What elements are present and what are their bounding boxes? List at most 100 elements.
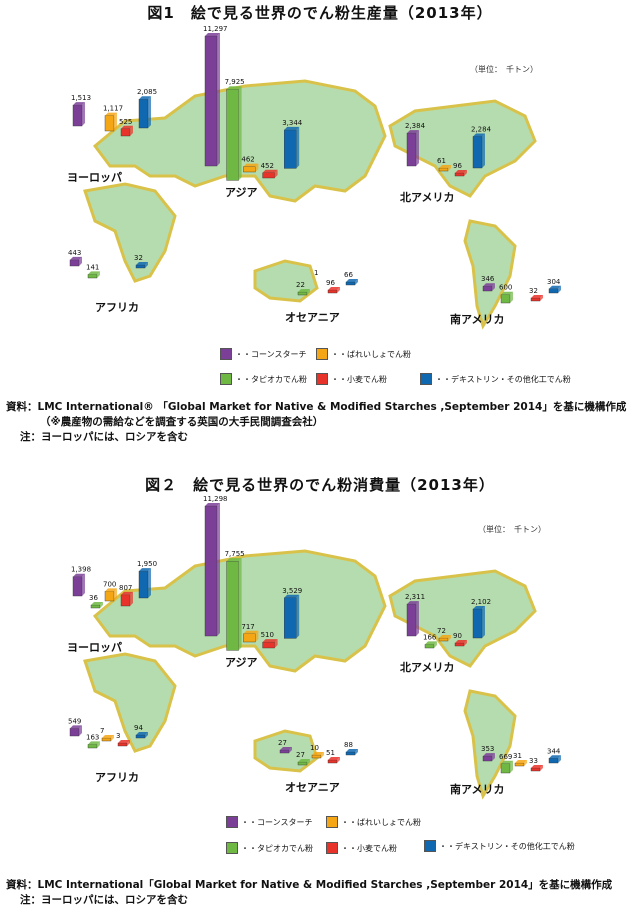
bar-top (407, 601, 419, 605)
value-label-1-1-wheat: 452 (261, 162, 274, 170)
bar-side (540, 295, 543, 301)
bar-front (104, 115, 115, 132)
value-label-2-5-potato: 31 (513, 752, 522, 760)
value-label-2-1-dextrin: 3,529 (282, 587, 302, 595)
bar-side (321, 752, 324, 758)
legend2-wheat: ・・小麦でん粉 (326, 842, 397, 854)
value-label-1-0-wheat: 525 (119, 118, 132, 126)
bar-top (455, 170, 467, 173)
bar-side (482, 605, 485, 638)
bar-front (514, 762, 525, 767)
value-label-2-2-potato: 72 (437, 627, 446, 635)
bar-side (416, 601, 419, 636)
bar-front (311, 754, 322, 759)
bar-top (243, 163, 259, 167)
bar-1-3-tapioca (87, 271, 100, 279)
bar-front (548, 288, 559, 294)
region-label-0: ヨーロッパ (67, 641, 122, 654)
bar-side (448, 635, 451, 641)
bar-front (72, 576, 83, 597)
value-label-2-4-tapioca: 27 (296, 751, 305, 759)
bar-side (434, 641, 437, 648)
value-label-2-3-dextrin: 94 (134, 724, 143, 732)
bar-top (328, 287, 340, 290)
bar-1-5-tapioca (500, 291, 513, 304)
bar-top (439, 635, 451, 638)
bar-front (345, 751, 356, 756)
value-label-2-4-potato: 10 (310, 744, 319, 752)
value-label-1-2-potato: 61 (437, 157, 446, 165)
value-label-2-3-potato: 7 (100, 727, 104, 735)
bar-1-5-wheat (530, 295, 543, 302)
bar-top (73, 573, 85, 577)
bar-side (337, 287, 340, 293)
bar-front (548, 758, 559, 764)
bar-front (138, 570, 149, 599)
bar-top (118, 740, 130, 743)
bar-front (283, 597, 297, 639)
bar-2-0-potato (104, 588, 117, 602)
bar-2-4-tapioca (297, 759, 310, 766)
figure1-source: 資料：LMC International® 「Global Market for… (6, 401, 627, 443)
bar-top (425, 641, 437, 645)
bar-2-0-wheat (120, 591, 133, 607)
region-label-5: 南アメリカ (450, 312, 504, 326)
bar-top (439, 165, 451, 168)
bar-side (492, 283, 495, 291)
bar-1-1-tapioca (226, 86, 242, 181)
bar-side (289, 747, 292, 753)
bar-front (87, 274, 98, 279)
bar-front (438, 167, 449, 172)
bar-front (204, 505, 218, 637)
bar-1-3-dextrin (135, 262, 148, 269)
bar-top (139, 568, 151, 572)
bar-top (312, 752, 324, 755)
region-label-0: ヨーロッパ (67, 171, 122, 184)
bar-front (482, 755, 493, 762)
value-label-1-5-wheat: 32 (529, 287, 538, 295)
legend2-swatch-potato (326, 816, 338, 828)
bar-side (464, 170, 467, 176)
value-label-1-3-tapioca: 141 (86, 263, 99, 271)
figure1-map-chart: ヨーロッパ 1,513 1,117 525 2,085 アジア 11,297 7,925 462… (67, 26, 561, 330)
bar-1-0-wheat (120, 125, 133, 137)
bar-top (407, 130, 419, 134)
value-label-2-4-dextrin: 88 (344, 741, 353, 749)
bar-side (296, 594, 300, 639)
bar-top (531, 765, 543, 768)
bar-front (530, 767, 541, 772)
region-label-2: 北アメリカ (400, 190, 454, 204)
bar-front (204, 35, 218, 167)
bar-2-2-wheat (454, 640, 467, 647)
value-label-1-2-corn: 2,384 (405, 122, 426, 130)
bar-top (88, 271, 100, 275)
legend-swatch-wheat (316, 373, 328, 385)
bar-top (298, 289, 310, 292)
bar-2-5-wheat (530, 765, 543, 772)
legend2-swatch-tapioca (226, 842, 238, 854)
bar-front (438, 637, 449, 642)
bar-2-2-potato (438, 635, 451, 642)
bar-front (135, 734, 146, 739)
bar-side (97, 271, 100, 278)
bar-top (346, 279, 358, 282)
bar-side (510, 760, 513, 773)
bar-top (483, 753, 495, 757)
value-label-1-1-corn: 11,297 (203, 26, 228, 33)
bar-front (454, 642, 465, 647)
legend-dextrin: ・・デキストリン・その他化工でん粉 (420, 373, 571, 385)
bar-front (87, 744, 98, 749)
value-label-1-2-wheat: 96 (453, 162, 462, 170)
bar-front (406, 132, 417, 167)
bar-front (226, 89, 239, 181)
bar-top (280, 747, 292, 750)
value-label-2-3-wheat: 3 (116, 732, 120, 740)
value-label-2-2-tapioca: 166 (423, 633, 437, 641)
bar-side (145, 732, 148, 738)
bar-front (454, 172, 465, 177)
bar-2-1-dextrin (283, 594, 300, 639)
bar-side (540, 765, 543, 771)
bar-1-4-wheat (327, 287, 340, 294)
bar-top (105, 588, 117, 592)
value-label-2-5-tapioca: 669 (499, 753, 512, 761)
